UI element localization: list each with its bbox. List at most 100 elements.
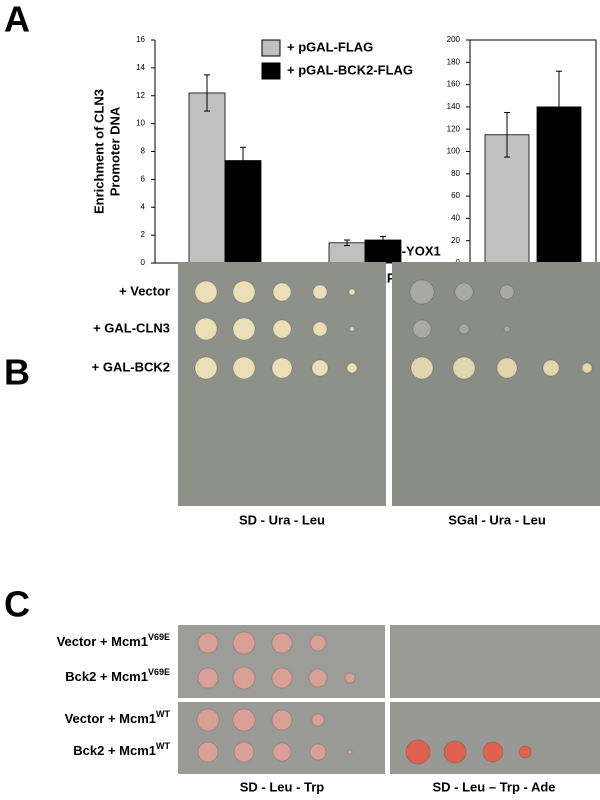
- colony-spot: [233, 741, 255, 763]
- y-tick-label: 180: [447, 57, 461, 66]
- colony-spot: [458, 323, 470, 335]
- plate-label: SD - Ura - Leu: [239, 512, 325, 527]
- colony-spot: [232, 708, 256, 732]
- legend-swatch: [261, 62, 281, 80]
- panel-label: C: [4, 584, 30, 625]
- y-axis-label: Promoter DNA: [107, 106, 122, 196]
- row-label: Bck2 + Mcm1V69E: [65, 667, 170, 684]
- row-label-text: Bck2 + Mcm1: [73, 743, 156, 758]
- colony-spot: [452, 356, 476, 380]
- row-label: Bck2 + Mcm1WT: [73, 741, 170, 758]
- error-bar: [504, 111, 510, 158]
- plate-label: SD - Leu - Trp: [240, 779, 325, 794]
- colony-spot: [308, 668, 328, 688]
- legend-label: + pGAL-BCK2-FLAG: [287, 62, 413, 77]
- y-tick-label: 12: [136, 91, 145, 100]
- colony-spot: [518, 745, 532, 759]
- colony-spot: [496, 357, 518, 379]
- colony-spot: [409, 279, 435, 305]
- y-tick-label: 0: [141, 258, 146, 267]
- colony-spot: [410, 356, 434, 380]
- bar: [188, 92, 226, 264]
- colony-spot: [194, 280, 218, 304]
- error-bar: [240, 146, 246, 175]
- colony-spot: [272, 742, 292, 762]
- y-tick-label: 4: [141, 202, 146, 211]
- colony-spot: [271, 709, 293, 731]
- row-label: + GAL-BCK2: [92, 359, 170, 374]
- bar: [224, 160, 262, 264]
- row-label-superscript: V69E: [148, 667, 170, 677]
- row-label-superscript: WT: [156, 741, 170, 751]
- colony-spot: [412, 319, 432, 339]
- colony-spot: [232, 666, 256, 690]
- colony-spot: [194, 317, 218, 341]
- colony-spot: [311, 359, 329, 377]
- colony-spot: [581, 362, 593, 374]
- plate: [390, 625, 600, 698]
- row-label: Vector + Mcm1WT: [65, 709, 171, 726]
- y-tick-label: 120: [447, 124, 461, 133]
- colony-spot: [405, 739, 431, 765]
- y-tick-label: 14: [136, 63, 145, 72]
- colony-spot: [271, 632, 293, 654]
- row-label-text: Vector + Mcm1: [65, 711, 156, 726]
- colony-spot: [349, 326, 355, 332]
- colony-spot: [311, 713, 325, 727]
- colony-spot: [196, 708, 220, 732]
- colony-spot: [309, 634, 327, 652]
- colony-spot: [312, 321, 328, 337]
- error-bar: [380, 236, 386, 244]
- colony-spot: [542, 359, 560, 377]
- row-label-text: Vector + Mcm1: [57, 634, 148, 649]
- colony-spot: [454, 282, 474, 302]
- y-tick-label: 10: [136, 119, 145, 128]
- plate: [178, 262, 386, 506]
- row-label-superscript: V69E: [148, 632, 170, 642]
- row-label: Vector + Mcm1V69E: [57, 632, 170, 649]
- row-label-text: Bck2 + Mcm1: [65, 669, 148, 684]
- colony-spot: [503, 325, 511, 333]
- legend-swatch: [261, 39, 281, 57]
- error-bar: [344, 239, 350, 247]
- legend-label: + pGAL-FLAG: [287, 39, 373, 54]
- plate: [390, 702, 600, 774]
- colony-spot: [194, 356, 218, 380]
- row-label: + GAL-CLN3: [93, 320, 170, 335]
- colony-spot: [271, 357, 293, 379]
- colony-spot: [197, 667, 219, 689]
- y-tick-label: 160: [447, 80, 461, 89]
- plate-label: SGal - Ura - Leu: [448, 512, 546, 527]
- y-tick-label: 20: [451, 236, 460, 245]
- y-tick-label: 2: [141, 230, 146, 239]
- y-tick-label: 140: [447, 102, 461, 111]
- colony-spot: [272, 319, 292, 339]
- colony-spot: [232, 317, 256, 341]
- y-axis-label: Enrichment of CLN3: [91, 89, 106, 214]
- colony-spot: [232, 280, 256, 304]
- colony-spot: [312, 284, 328, 300]
- y-tick-label: 80: [451, 169, 460, 178]
- row-label-superscript: WT: [156, 709, 170, 719]
- y-tick-label: 60: [451, 191, 460, 200]
- row-label: + Vector: [119, 283, 170, 298]
- colony-spot: [344, 672, 356, 684]
- error-bar: [204, 74, 210, 112]
- y-tick-label: 200: [447, 35, 461, 44]
- colony-spot: [271, 667, 293, 689]
- colony-spot: [346, 362, 358, 374]
- colony-spot: [232, 631, 256, 655]
- colony-spot: [232, 356, 256, 380]
- colony-spot: [348, 288, 356, 296]
- plate-label: SD - Leu – Trp - Ade: [432, 779, 555, 794]
- panel-label: A: [4, 0, 30, 40]
- colony-spot: [482, 741, 504, 763]
- y-tick-label: 16: [136, 35, 145, 44]
- panel-label: B: [4, 352, 30, 393]
- colony-spot: [197, 741, 219, 763]
- colony-spot: [197, 632, 219, 654]
- colony-spot: [272, 282, 292, 302]
- y-tick-label: 40: [451, 214, 460, 223]
- y-tick-label: 6: [141, 174, 146, 183]
